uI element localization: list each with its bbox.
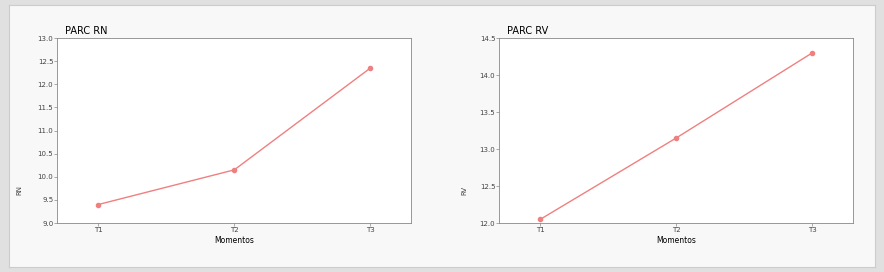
Text: RN: RN [17,186,22,195]
Text: PARC RV: PARC RV [507,26,548,36]
Text: PARC RN: PARC RN [65,26,107,36]
X-axis label: Momentos: Momentos [214,236,255,245]
Text: RV: RV [461,186,467,195]
X-axis label: Momentos: Momentos [656,236,697,245]
